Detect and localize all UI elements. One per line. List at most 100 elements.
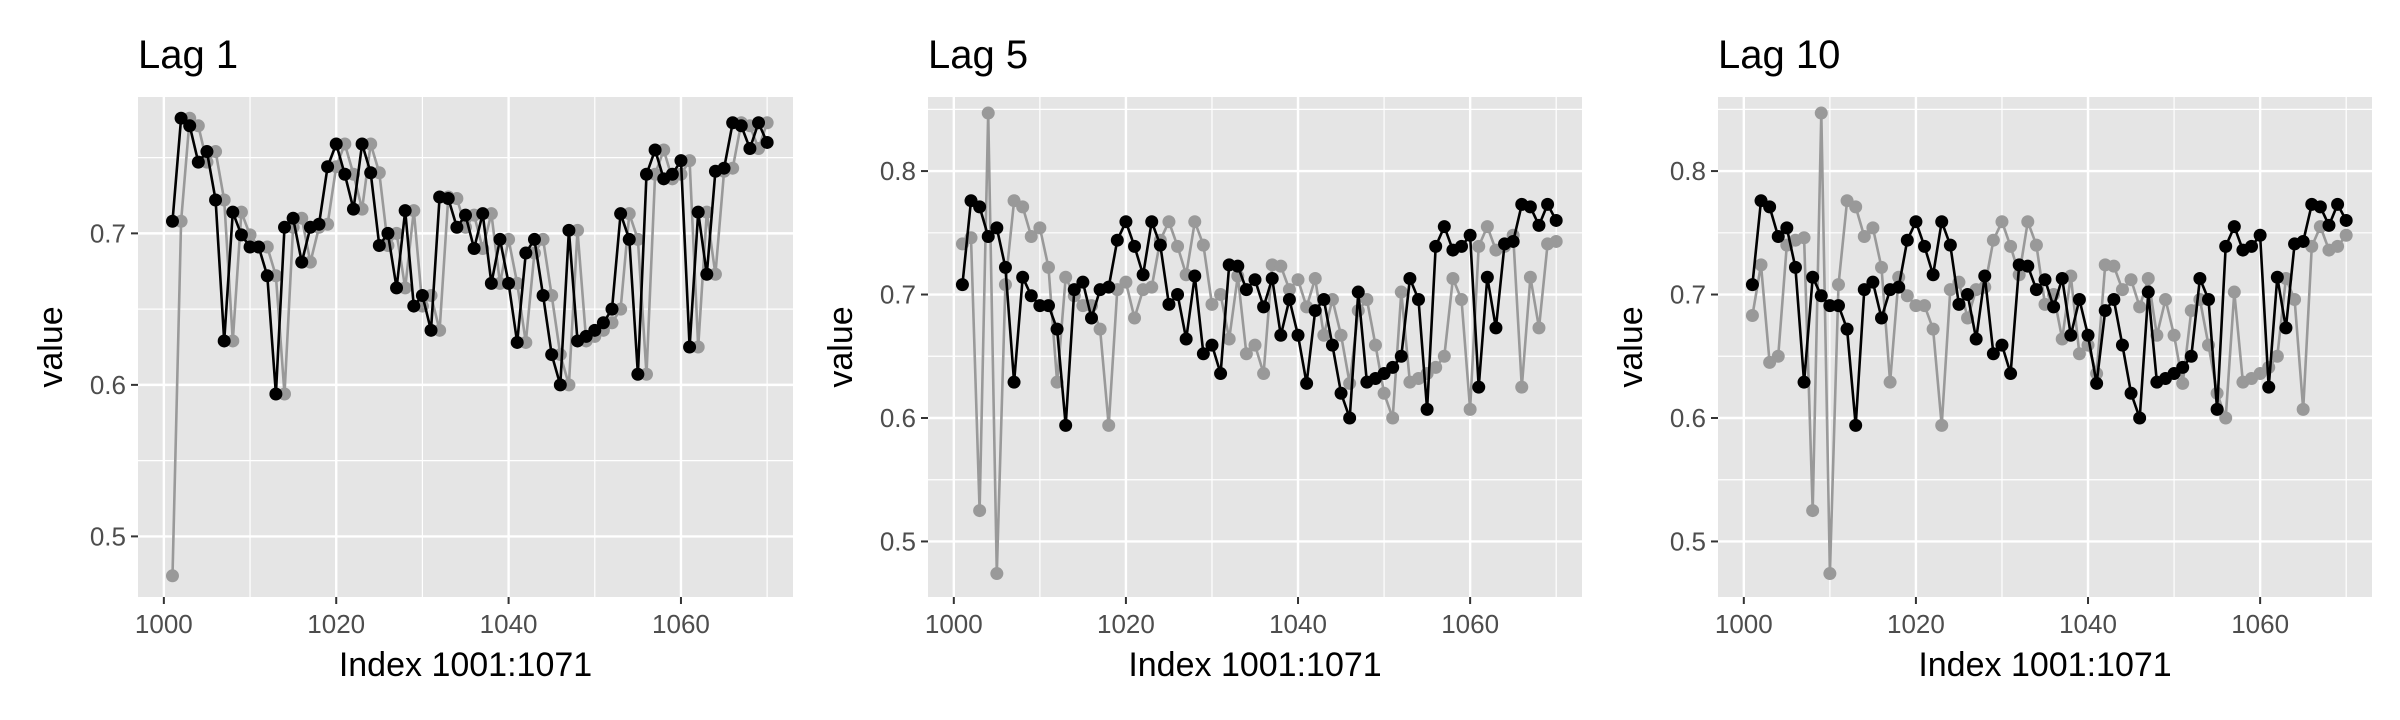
data-point xyxy=(1196,238,1210,252)
y-tick-label: 0.7 xyxy=(90,218,126,248)
data-point xyxy=(1050,322,1064,336)
data-point xyxy=(2141,271,2155,285)
data-point xyxy=(2210,402,2224,416)
data-point xyxy=(1523,270,1537,284)
data-point xyxy=(1883,375,1897,389)
data-point xyxy=(2072,292,2086,306)
plot-background xyxy=(1718,97,2372,597)
data-point xyxy=(1952,297,1966,311)
data-point xyxy=(209,193,223,207)
data-point xyxy=(1308,304,1322,318)
data-point xyxy=(407,299,421,313)
data-point xyxy=(2339,213,2353,227)
data-point xyxy=(1900,233,1914,247)
data-point xyxy=(2193,271,2207,285)
y-tick-labels: 0.5 0.6 0.7 0.8 xyxy=(1670,156,1718,556)
data-point xyxy=(278,220,292,234)
data-point xyxy=(2270,349,2284,363)
data-point xyxy=(312,217,326,231)
data-point xyxy=(1024,230,1038,244)
data-point xyxy=(1961,288,1975,302)
data-point xyxy=(622,232,636,246)
data-point xyxy=(1549,213,1563,227)
data-point xyxy=(1472,380,1486,394)
data-point xyxy=(1986,233,2000,247)
data-point xyxy=(1360,292,1374,306)
data-point xyxy=(484,276,498,290)
data-point xyxy=(2004,367,2018,381)
data-point xyxy=(1119,215,1133,229)
data-point xyxy=(1110,233,1124,247)
y-tick-label: 0.5 xyxy=(880,526,916,556)
data-point xyxy=(1343,376,1357,390)
data-point xyxy=(441,192,455,206)
data-point xyxy=(165,214,179,228)
data-point xyxy=(1119,275,1133,289)
data-point xyxy=(2047,300,2061,314)
data-point xyxy=(2107,292,2121,306)
data-point xyxy=(1282,283,1296,297)
data-point xyxy=(1875,311,1888,325)
y-tick-label: 0.6 xyxy=(880,403,916,433)
data-point xyxy=(510,335,524,349)
x-tick-label: 1000 xyxy=(1715,609,1773,639)
data-point xyxy=(1771,230,1785,244)
data-point xyxy=(2141,285,2155,299)
data-point xyxy=(502,276,516,290)
data-point xyxy=(2090,376,2104,390)
data-point xyxy=(1128,311,1142,325)
data-point xyxy=(665,167,679,181)
data-point xyxy=(2055,271,2069,285)
data-point xyxy=(614,207,628,221)
data-point xyxy=(700,267,714,281)
data-point xyxy=(1188,215,1202,229)
data-point xyxy=(1935,215,1949,229)
data-point xyxy=(1093,322,1107,336)
data-point xyxy=(2004,239,2018,253)
data-point xyxy=(2219,239,2233,253)
series-line xyxy=(171,116,769,576)
x-tick-label: 1040 xyxy=(1269,609,1327,639)
data-point xyxy=(321,160,335,174)
x-tick-label: 1000 xyxy=(925,609,983,639)
data-point xyxy=(2296,402,2310,416)
data-point xyxy=(1849,200,1863,214)
data-point xyxy=(1745,278,1759,292)
panel-title: Lag 1 xyxy=(138,33,238,77)
y-tick-label: 0.7 xyxy=(1670,280,1706,310)
x-tick-label: 1040 xyxy=(2059,609,2117,639)
data-point xyxy=(226,205,240,219)
data-point xyxy=(1814,106,1828,120)
data-point xyxy=(1394,349,1408,363)
data-point xyxy=(2021,259,2035,273)
data-point xyxy=(1797,231,1811,245)
data-point xyxy=(2202,292,2215,306)
data-point xyxy=(1274,259,1288,273)
data-point xyxy=(2331,239,2345,253)
x-axis-label: Index 1001:1071 xyxy=(1918,646,2171,684)
x-tick-labels: 1000 1020 1040 1060 xyxy=(925,597,1499,639)
data-point xyxy=(1866,221,1880,235)
x-tick-label: 1020 xyxy=(307,609,365,639)
data-point xyxy=(183,119,197,133)
data-point xyxy=(1145,280,1159,294)
data-point xyxy=(1153,238,1167,252)
data-point xyxy=(1515,380,1529,394)
data-point xyxy=(1085,311,1098,325)
data-point xyxy=(1463,228,1477,242)
data-point xyxy=(2158,292,2172,306)
data-point xyxy=(545,348,559,362)
data-point xyxy=(1214,288,1228,302)
data-point xyxy=(2124,386,2138,400)
data-point xyxy=(1857,230,1871,244)
x-tick-label: 1020 xyxy=(1887,609,1945,639)
data-point xyxy=(295,255,309,269)
data-point xyxy=(1377,386,1391,400)
data-point xyxy=(998,260,1012,274)
panel-lag-1: Lag 1 0.5 0.6 0.7 1000 1020 1040 1060 Index 1… xyxy=(32,33,793,684)
data-point xyxy=(1831,278,1845,292)
panel-title: Lag 10 xyxy=(1718,33,1840,77)
data-point xyxy=(1239,347,1253,361)
data-point xyxy=(2322,218,2336,232)
